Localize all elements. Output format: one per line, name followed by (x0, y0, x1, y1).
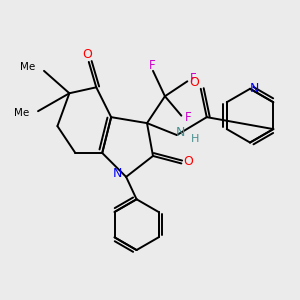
Text: N: N (113, 167, 122, 180)
Text: O: O (82, 48, 92, 61)
Text: H: H (190, 134, 199, 144)
Text: F: F (149, 59, 156, 72)
Text: Me: Me (14, 108, 29, 118)
Text: O: O (189, 76, 199, 89)
Text: O: O (183, 155, 193, 168)
Text: F: F (184, 111, 191, 124)
Text: N: N (176, 126, 185, 139)
Text: N: N (250, 82, 259, 95)
Text: F: F (190, 72, 196, 86)
Text: Me: Me (20, 62, 35, 72)
